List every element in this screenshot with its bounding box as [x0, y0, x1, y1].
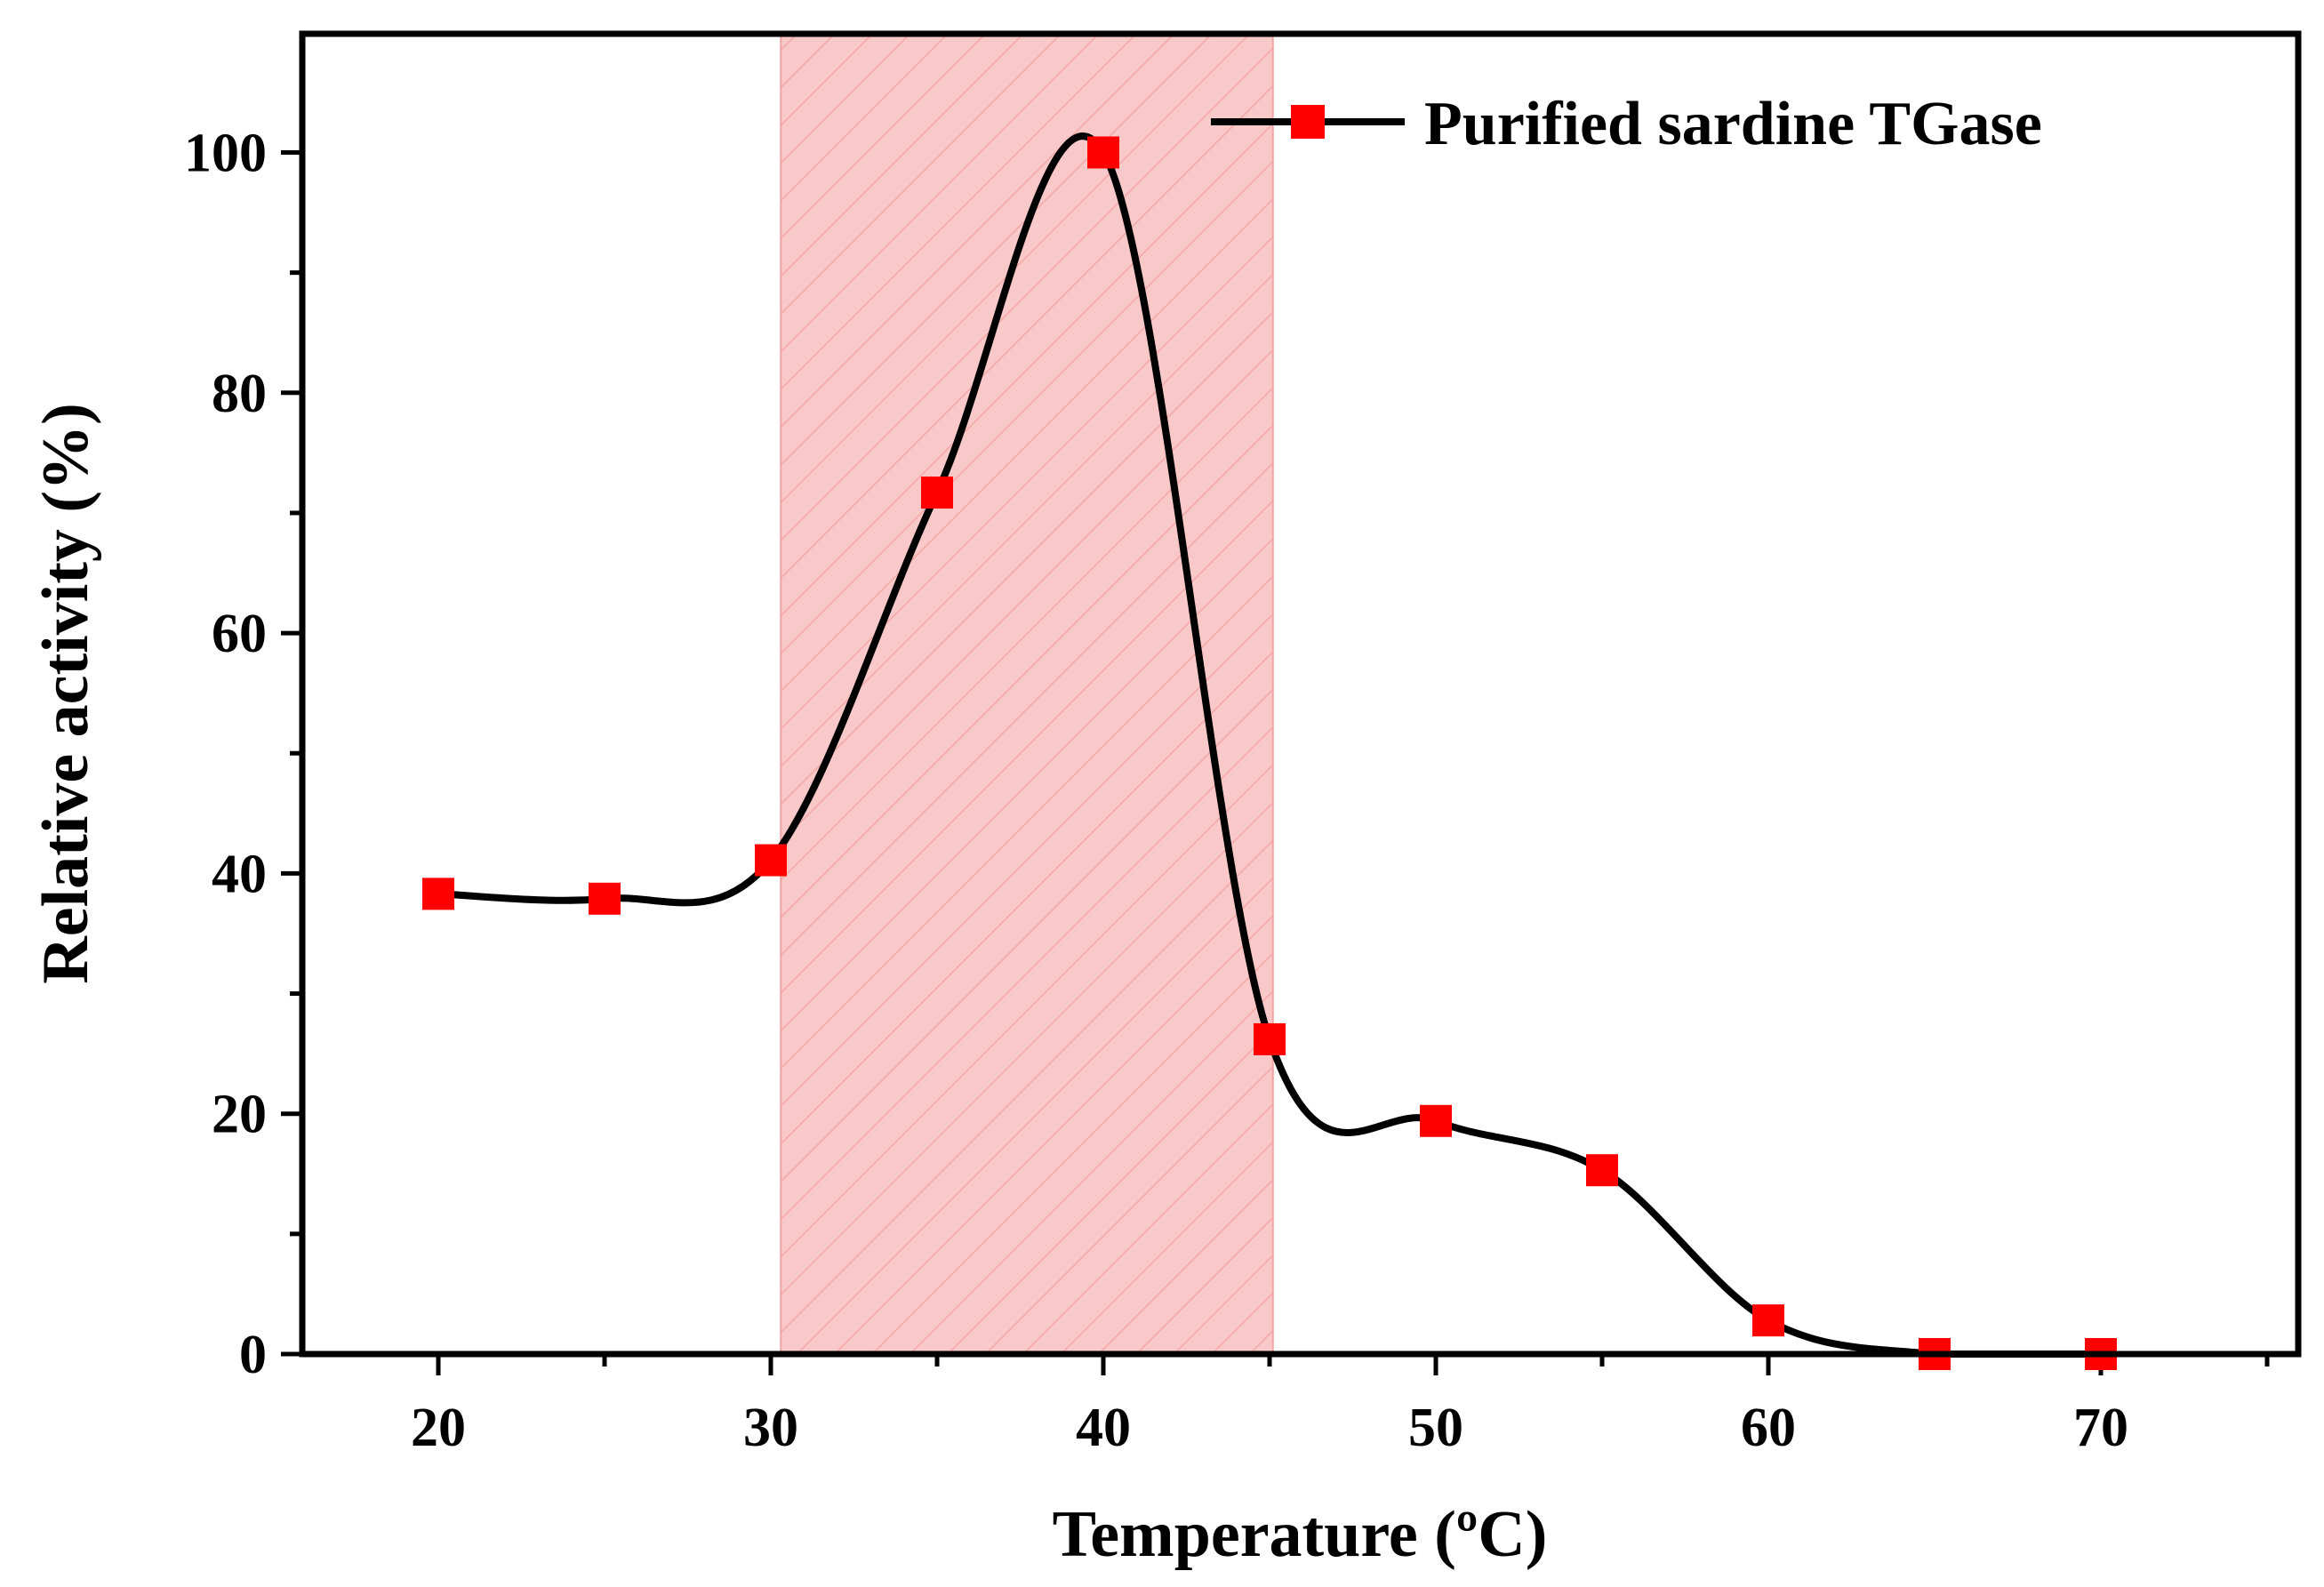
- x-tick-label: 50: [1408, 1398, 1463, 1458]
- axis-ticks: [281, 150, 2270, 1375]
- data-point: [1420, 1104, 1452, 1137]
- legend-label: Purified sardine TGase: [1424, 90, 2042, 158]
- data-point: [921, 476, 953, 509]
- y-tick-label: 60: [212, 604, 267, 664]
- data-point: [422, 878, 454, 910]
- x-tick-labels: 20 30 40 50 60 70: [411, 1398, 2128, 1458]
- y-tick-labels: 0 20 40 60 80 100: [184, 124, 267, 1386]
- x-tick-label: 20: [411, 1398, 466, 1458]
- x-axis-title: Temperature (ºC): [1053, 1498, 1548, 1571]
- data-point: [755, 844, 787, 877]
- x-tick-label: 40: [1076, 1398, 1131, 1458]
- data-point: [589, 882, 621, 915]
- highlight-region: [780, 34, 1274, 1354]
- plot-frame: [299, 30, 2302, 1358]
- data-point: [1752, 1304, 1784, 1337]
- data-point: [1254, 1022, 1286, 1055]
- y-tick-label: 20: [212, 1085, 267, 1145]
- data-point: [1087, 136, 1119, 169]
- y-tick-label: 0: [239, 1325, 267, 1385]
- legend: Purified sardine TGase: [1211, 90, 2042, 158]
- y-axis-title: Relative activity (%): [29, 403, 102, 983]
- x-tick-label: 70: [2073, 1398, 2128, 1458]
- y-tick-label: 100: [184, 124, 267, 184]
- x-tick-label: 30: [743, 1398, 798, 1458]
- highlight-hatch: [781, 34, 1273, 1354]
- y-tick-label: 80: [212, 364, 267, 424]
- y-tick-label: 40: [212, 844, 267, 904]
- x-tick-label: 60: [1741, 1398, 1796, 1458]
- legend-marker: [1291, 105, 1325, 139]
- data-point: [1586, 1154, 1618, 1187]
